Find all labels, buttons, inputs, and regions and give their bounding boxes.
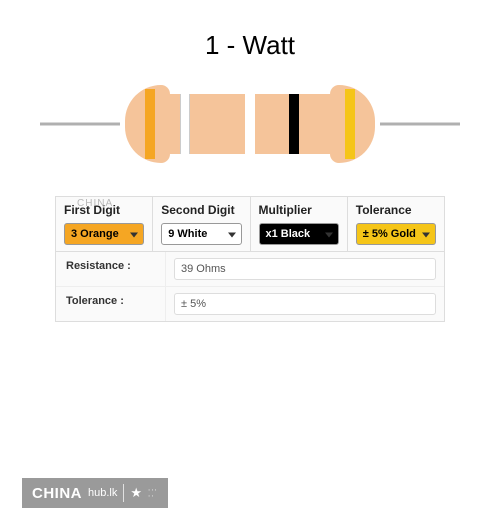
selector-row: First Digit 3 Orange Second Digit 9 Whit…	[56, 197, 444, 251]
selector-header: Second Digit	[161, 203, 241, 217]
result-row-resistance: Resistance :	[56, 252, 444, 287]
first-digit-select[interactable]: 3 Orange	[64, 223, 144, 245]
watermark-inline: CHINA	[77, 198, 113, 209]
resistor-bulb-left	[125, 85, 170, 163]
selector-header: Tolerance	[356, 203, 436, 217]
star-icon: ★	[130, 485, 142, 501]
band-tolerance	[345, 89, 355, 159]
selector-second-digit: Second Digit 9 White	[153, 197, 250, 251]
page-title: 1 - Watt	[0, 30, 500, 61]
footer-divider	[123, 484, 124, 502]
footer-dots: ∙∙∙ ∙∙	[148, 487, 158, 499]
tolerance-select[interactable]: ± 5% Gold	[356, 223, 436, 245]
band-first-digit	[145, 89, 155, 159]
resistance-output[interactable]	[174, 258, 436, 280]
resistance-label: Resistance :	[56, 252, 166, 286]
resistor-mid-right	[255, 94, 330, 154]
band-multiplier	[289, 94, 299, 154]
second-digit-select[interactable]: 9 White	[161, 223, 241, 245]
controls-panel: First Digit 3 Orange Second Digit 9 Whit…	[55, 196, 445, 322]
multiplier-select[interactable]: x1 Black	[259, 223, 339, 245]
selector-tolerance: Tolerance ± 5% Gold	[348, 197, 444, 251]
result-row-tolerance: Tolerance :	[56, 287, 444, 321]
wire-right	[380, 122, 460, 125]
band-second-digit	[180, 94, 190, 154]
tolerance-output[interactable]	[174, 293, 436, 315]
selector-header: Multiplier	[259, 203, 339, 217]
footer-logo-main: CHINA	[32, 485, 82, 502]
wire-left	[40, 122, 120, 125]
resistor-diagram	[0, 76, 500, 171]
results-panel: Resistance : Tolerance :	[56, 251, 444, 321]
resistor-body	[125, 85, 375, 163]
resistor-gap	[245, 94, 255, 154]
selector-multiplier: Multiplier x1 Black	[251, 197, 348, 251]
footer-logo-suffix: hub.lk	[88, 487, 117, 499]
tolerance-label: Tolerance :	[56, 287, 166, 321]
resistor-bulb-right	[330, 85, 375, 163]
resistor-mid-left	[170, 94, 245, 154]
footer-logo: CHINA hub.lk ★ ∙∙∙ ∙∙	[22, 478, 168, 508]
